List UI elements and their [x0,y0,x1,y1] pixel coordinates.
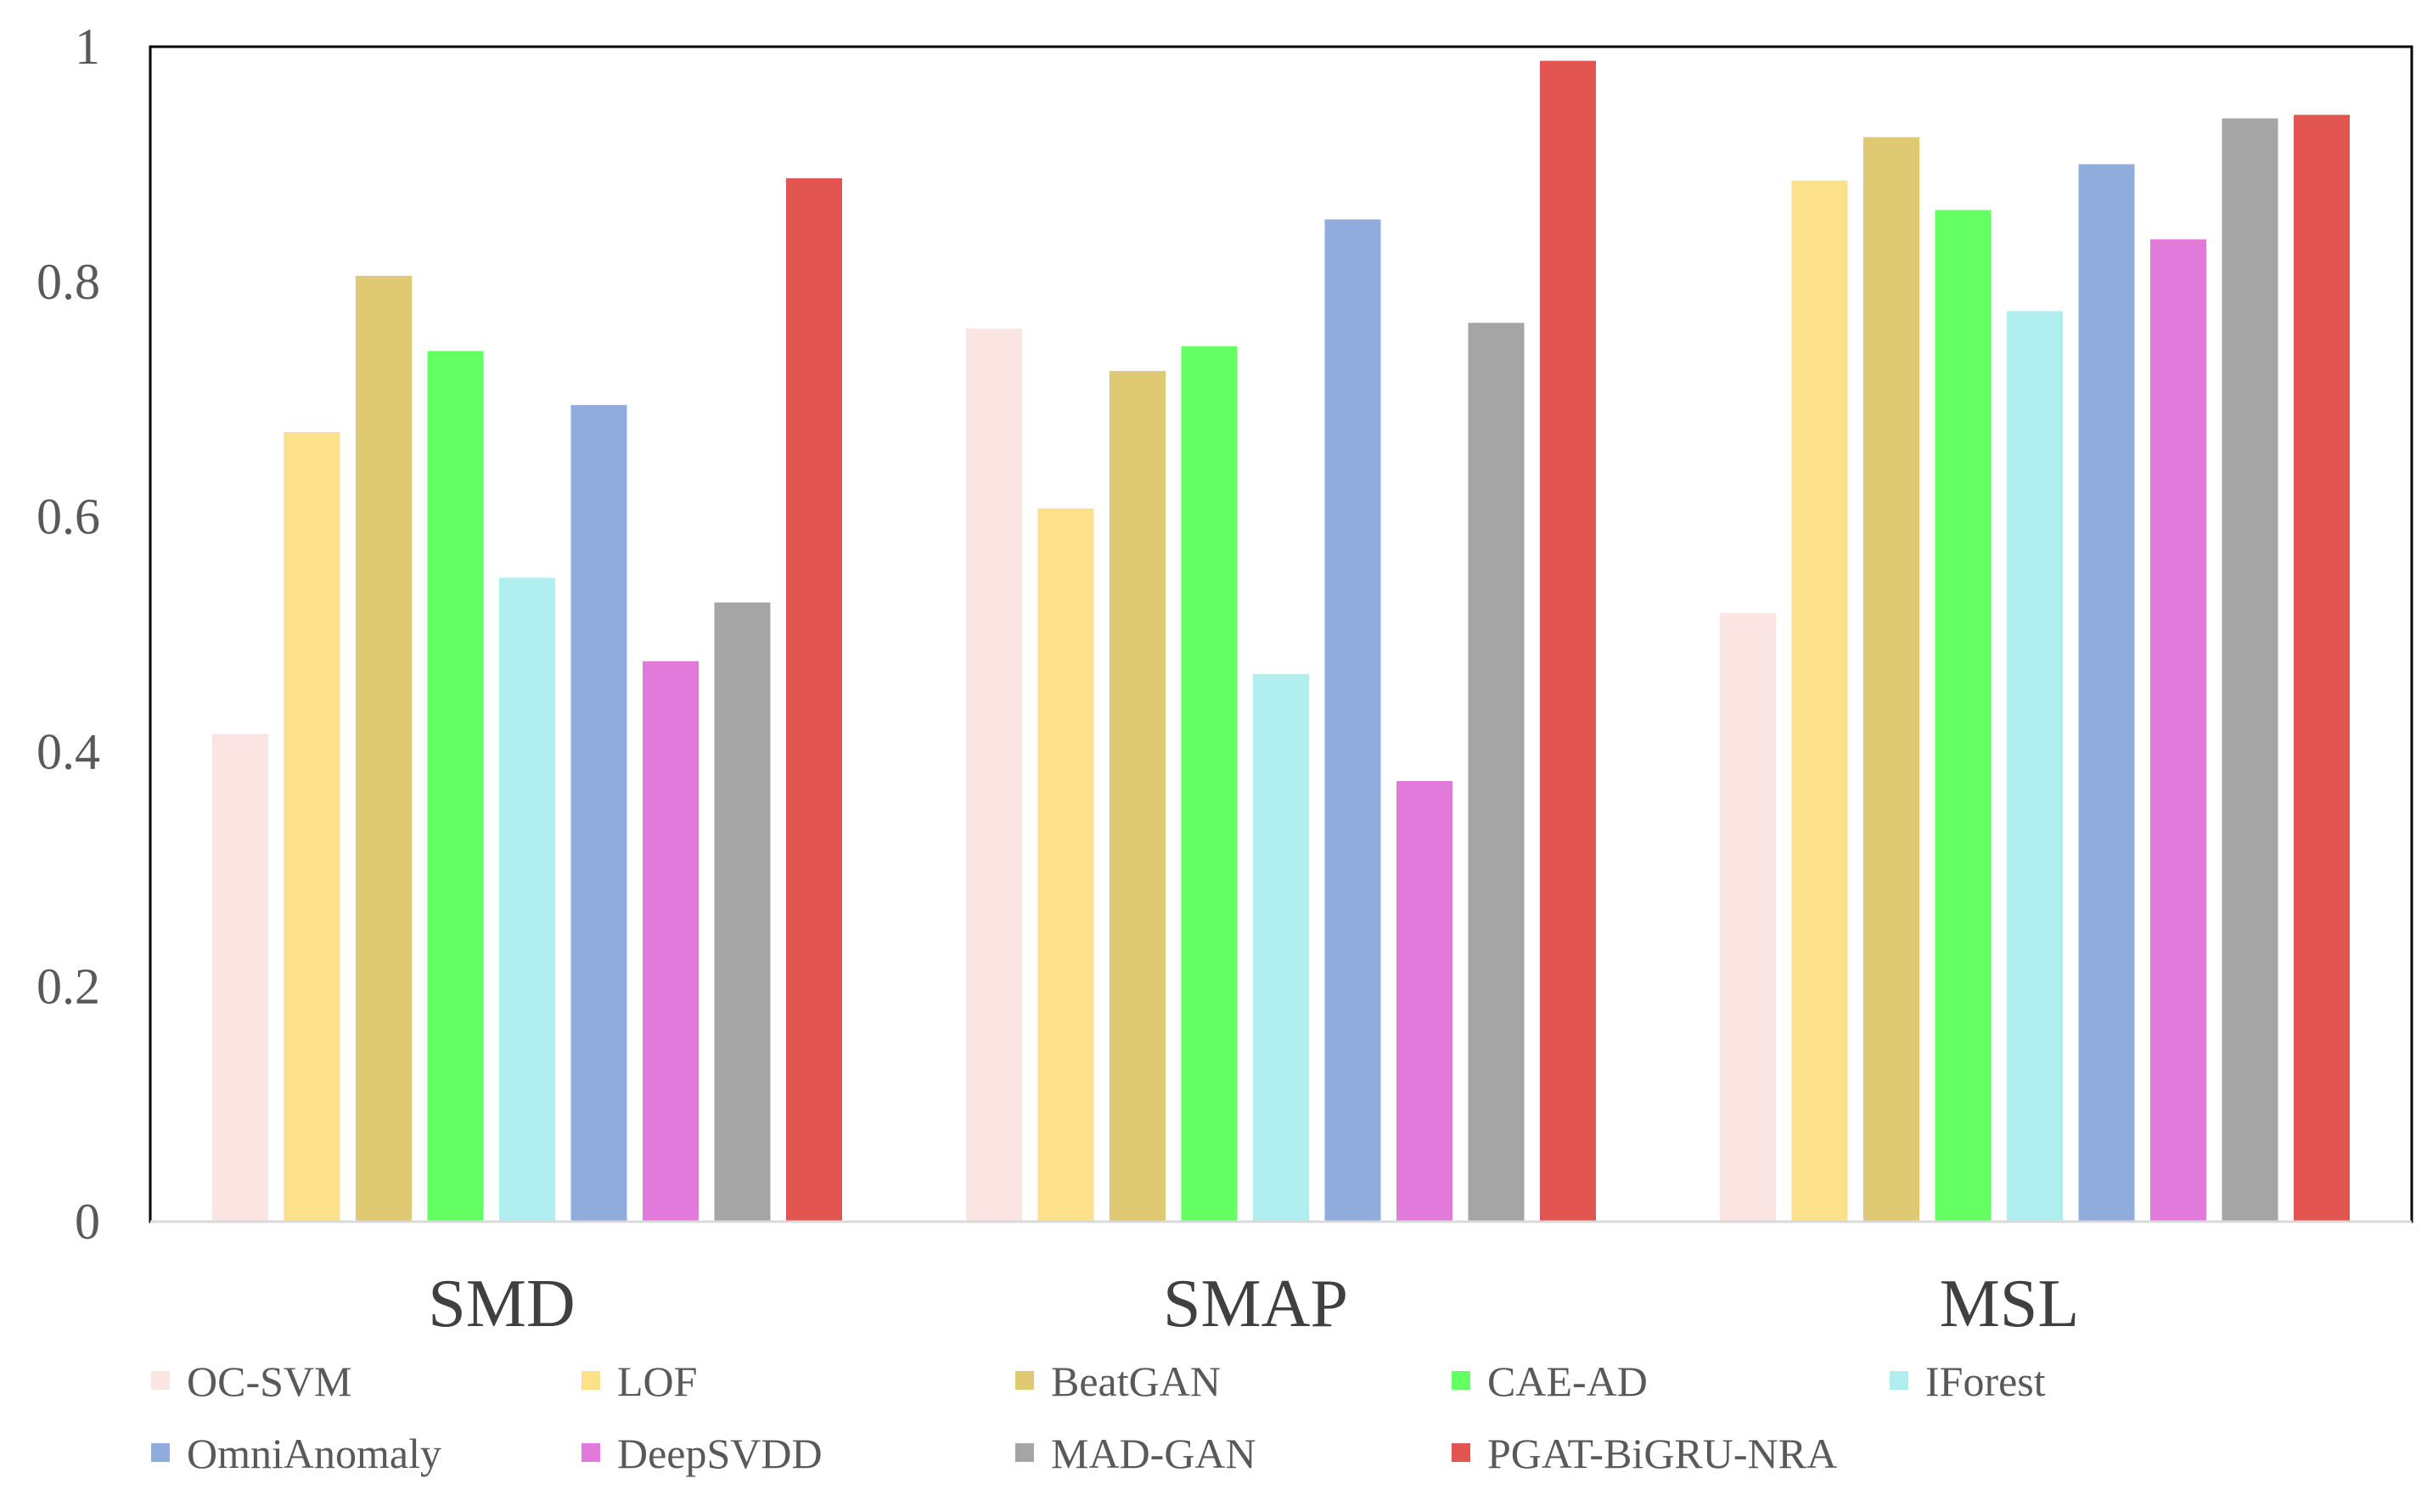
legend-label: OmniAnomaly [187,1430,441,1477]
bar-iforest-msl [2007,311,2063,1222]
legend-label: BeatGAN [1051,1357,1221,1405]
bar-deepsvdd-smd [643,660,699,1222]
bar-pgat-bigru-nra-smap [1540,60,1596,1222]
x-axis: SMD SMAP MSL [428,1267,2079,1341]
bars-group [212,60,2350,1223]
bar-deepsvdd-smap [1396,781,1452,1222]
bar-pgat-bigru-nra-smd [786,178,842,1222]
legend-swatch [1015,1443,1034,1462]
legend-swatch [1015,1371,1034,1390]
legend: OC-SVM LOF BeatGAN CAE-AD IForest OmniAnomaly… [151,1357,2046,1477]
legend-swatch [151,1371,170,1390]
legend-swatch [581,1371,600,1390]
legend-swatch [1452,1371,1470,1390]
legend-label: PGAT-BiGRU-NRA [1487,1430,1837,1477]
y-tick-label: 1 [75,19,100,75]
legend-label: OC-SVM [187,1357,351,1405]
bar-beatgan-msl [1863,137,1919,1222]
bar-oc-svm-smd [212,734,268,1222]
bar-lof-smd [284,431,340,1222]
bar-oc-svm-smap [966,329,1022,1222]
legend-swatch [1452,1443,1470,1462]
bar-lof-smap [1037,508,1094,1222]
legend-swatch [581,1443,600,1462]
y-tick-label: 0 [75,1194,100,1250]
bar-mad-gan-smap [1468,323,1525,1222]
y-tick-label: 0.4 [37,723,100,779]
bar-omnianomaly-smap [1324,219,1381,1222]
bar-omnianomaly-msl [2078,164,2135,1222]
bar-cae-ad-smap [1181,346,1238,1222]
legend-label: IForest [1925,1357,2046,1405]
bar-beatgan-smap [1110,370,1166,1222]
legend-swatch [1890,1371,1908,1390]
x-category-label: MSL [1940,1267,2080,1341]
bar-iforest-smap [1253,674,1309,1222]
bar-cae-ad-smd [427,351,484,1222]
legend-label: LOF [617,1357,697,1405]
legend-label: MAD-GAN [1051,1430,1256,1477]
bar-deepsvdd-msl [2150,239,2206,1222]
legend-label: CAE-AD [1487,1357,1648,1405]
bar-beatgan-smd [356,275,412,1222]
bar-cae-ad-msl [1935,210,1992,1223]
y-tick-label: 0.6 [37,489,100,545]
bar-lof-msl [1791,180,1848,1222]
y-tick-label: 0.2 [37,958,100,1015]
bar-oc-svm-msl [1720,613,1776,1222]
legend-label: DeepSVDD [617,1430,823,1477]
bar-mad-gan-smd [714,602,771,1222]
bar-mad-gan-msl [2222,118,2278,1223]
x-category-label: SMD [428,1267,575,1341]
bar-pgat-bigru-nra-msl [2294,115,2350,1223]
legend-swatch [151,1443,170,1462]
bar-omnianomaly-smd [570,405,627,1222]
x-category-label: SMAP [1163,1267,1348,1341]
y-tick-label: 0.8 [37,254,100,310]
bar-iforest-smd [499,577,555,1222]
y-axis: 0 0.2 0.4 0.6 0.8 1 [37,19,100,1250]
